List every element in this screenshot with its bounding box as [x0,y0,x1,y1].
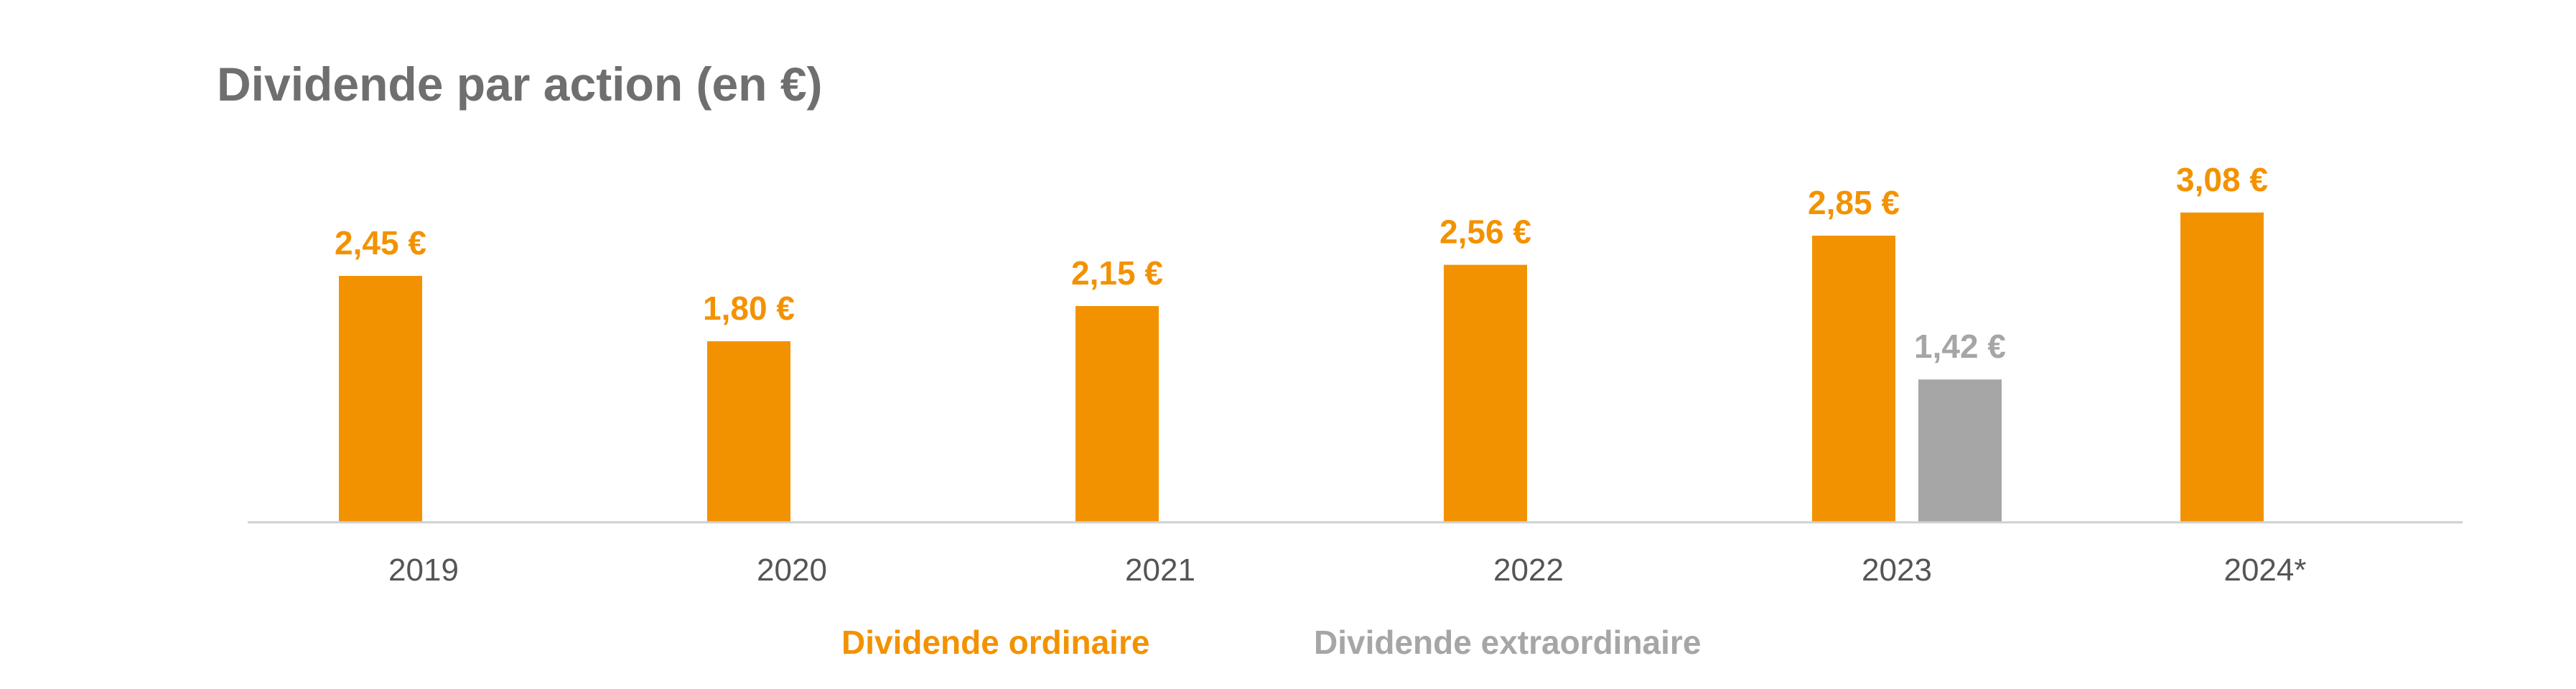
bar-extraordinaire-2023 [1918,379,2002,522]
bar-ordinaire-2021 [1075,306,1159,522]
legend-item-extraordinaire: Dividende extraordinaire [1314,624,1701,661]
x-tick-2021: 2021 [1125,552,1195,588]
data-label-ordinaire-2020: 1,80 € [703,290,795,327]
legend-item-ordinaire: Dividende ordinaire [841,624,1149,661]
data-label-ordinaire-2019: 2,45 € [335,224,426,262]
x-tick-2023: 2023 [1862,552,1932,588]
bar-ordinaire-2022 [1444,264,1527,522]
bar-ordinaire-2023 [1812,236,1895,522]
bar-ordinaire-2024 [2180,212,2264,522]
x-tick-2022: 2022 [1493,552,1564,588]
x-tick-2024: 2024* [2223,552,2306,588]
x-tick-2019: 2019 [388,552,459,588]
data-label-ordinaire-2023: 2,85 € [1808,184,1900,221]
data-label-ordinaire-2021: 2,15 € [1071,254,1163,292]
x-tick-labels: 2019 2020 2021 2022 2023 2024* [388,552,2306,588]
bar-ordinaire-2019 [339,276,422,522]
data-label-ordinaire-2024: 3,08 € [2176,161,2268,198]
bar-ordinaire-2020 [707,341,790,522]
data-label-ordinaire-2022: 2,56 € [1439,213,1531,251]
x-tick-2020: 2020 [757,552,827,588]
chart-title: Dividende par action (en €) [217,57,823,111]
data-label-extraordinaire-2023: 1,42 € [1914,328,2006,365]
legend: Dividende ordinaire Dividende extraordina… [841,624,1701,661]
bars-layer: 2,45 € 1,80 € 2,15 € 2,56 € 2,85 € 1,42 € 3,08… [335,161,2268,522]
